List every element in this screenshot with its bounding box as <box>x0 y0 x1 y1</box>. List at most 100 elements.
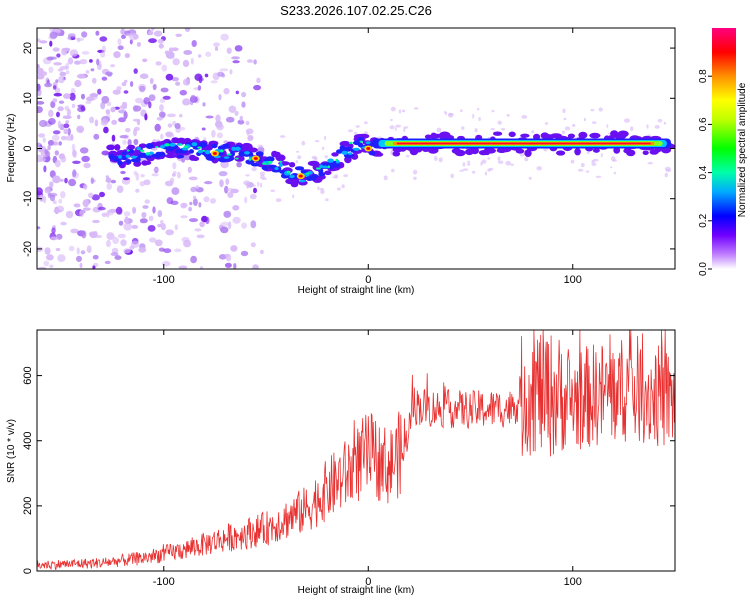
noise-blob <box>158 247 165 252</box>
noise-blob <box>243 180 251 186</box>
noise-blob <box>37 226 41 230</box>
noise-blob <box>227 221 232 230</box>
noise-blob <box>237 119 245 125</box>
noise-blob <box>96 58 100 66</box>
noise-blob <box>67 57 74 65</box>
ridge-cyan <box>205 150 211 155</box>
noise-blob <box>162 95 171 100</box>
noise-blob <box>182 98 191 106</box>
ridge-blue <box>176 154 185 159</box>
noise-blob <box>116 86 122 91</box>
noise-blob <box>160 223 166 231</box>
noise-blob <box>82 207 91 211</box>
noise-blob <box>257 181 260 187</box>
ridge-blue <box>245 159 255 165</box>
noise-blob <box>71 143 76 151</box>
noise-blob <box>104 260 111 265</box>
noise-blob <box>57 68 64 72</box>
noise-blob <box>93 133 100 140</box>
noise-blob <box>157 223 162 228</box>
noise-blob <box>583 117 587 122</box>
ridge-outer <box>574 148 581 156</box>
noise-blob <box>461 126 465 130</box>
noise-blob <box>395 124 402 128</box>
noise-blob <box>210 198 216 204</box>
ridge-outer <box>324 170 332 176</box>
noise-blob <box>226 47 232 54</box>
ridge-cyan <box>279 162 283 167</box>
ridge-blue <box>311 174 319 179</box>
noise-blob <box>100 120 109 126</box>
noise-blob <box>244 196 248 204</box>
ridge-green <box>179 143 183 146</box>
noise-blob <box>155 61 162 66</box>
noise-blob <box>59 71 67 77</box>
noise-blob <box>220 221 230 227</box>
noise-blob <box>123 248 131 254</box>
noise-blob <box>136 42 141 47</box>
noise-blob <box>462 168 469 171</box>
noise-blob <box>210 80 218 84</box>
noise-blob <box>42 137 47 143</box>
noise-blob <box>122 139 127 145</box>
noise-blob <box>205 216 210 225</box>
noise-blob <box>220 33 229 41</box>
ridge-outer <box>556 150 566 156</box>
snr-marks <box>37 330 675 570</box>
noise-blob <box>227 191 234 198</box>
ridge-green <box>126 149 130 152</box>
noise-blob <box>591 121 597 124</box>
ridge-blue <box>294 166 305 171</box>
noise-blob <box>48 109 54 118</box>
y-tick-label: 200 <box>22 497 34 515</box>
noise-blob <box>48 66 54 74</box>
noise-blob <box>629 126 634 132</box>
noise-blob <box>151 28 155 31</box>
noise-blob <box>120 170 126 175</box>
noise-blob <box>224 185 229 194</box>
ridge-cyan <box>353 147 360 151</box>
spectrogram-x-title: Height of straight line (km) <box>298 285 415 296</box>
noise-blob <box>106 210 110 218</box>
ridge-outer <box>515 148 525 154</box>
noise-blob <box>71 103 76 108</box>
noise-blob <box>168 55 175 59</box>
noise-blob <box>157 210 163 218</box>
ridge-outer <box>520 133 530 138</box>
colorbar-ticks: 0.0 0.2 0.4 0.6 0.8 <box>698 69 712 276</box>
colorbar-tick-label: 0.8 <box>698 69 709 83</box>
noise-blob <box>314 140 320 143</box>
noise-blob <box>577 168 584 172</box>
noise-blob <box>62 115 72 119</box>
noise-blob <box>111 134 116 142</box>
noise-blob <box>241 91 247 98</box>
ridge-green <box>359 140 363 143</box>
noise-blob <box>256 77 261 84</box>
noise-blob <box>296 150 300 153</box>
noise-blob <box>390 106 396 112</box>
noise-blob <box>80 250 86 255</box>
noise-blob <box>253 187 257 194</box>
noise-blob <box>156 116 163 121</box>
noise-blob <box>130 81 134 87</box>
noise-blob <box>72 150 78 159</box>
noise-blob <box>190 186 197 193</box>
noise-blob <box>121 82 127 87</box>
noise-blob <box>201 127 206 131</box>
noise-blob <box>215 120 223 128</box>
y-tick-label: -20 <box>22 241 34 257</box>
noise-blob <box>179 89 187 96</box>
noise-blob <box>164 50 170 55</box>
noise-blob <box>179 113 183 118</box>
noise-blob <box>223 87 230 95</box>
noise-blob <box>52 47 60 52</box>
colorbar-gradient <box>712 28 736 269</box>
noise-blob <box>46 254 54 261</box>
noise-blob <box>663 121 667 125</box>
noise-blob <box>531 130 535 134</box>
noise-blob <box>129 32 138 41</box>
noise-blob <box>92 77 97 84</box>
x-tick-label: -100 <box>153 576 175 588</box>
spectrogram-marks <box>37 28 675 269</box>
noise-blob <box>38 133 46 138</box>
